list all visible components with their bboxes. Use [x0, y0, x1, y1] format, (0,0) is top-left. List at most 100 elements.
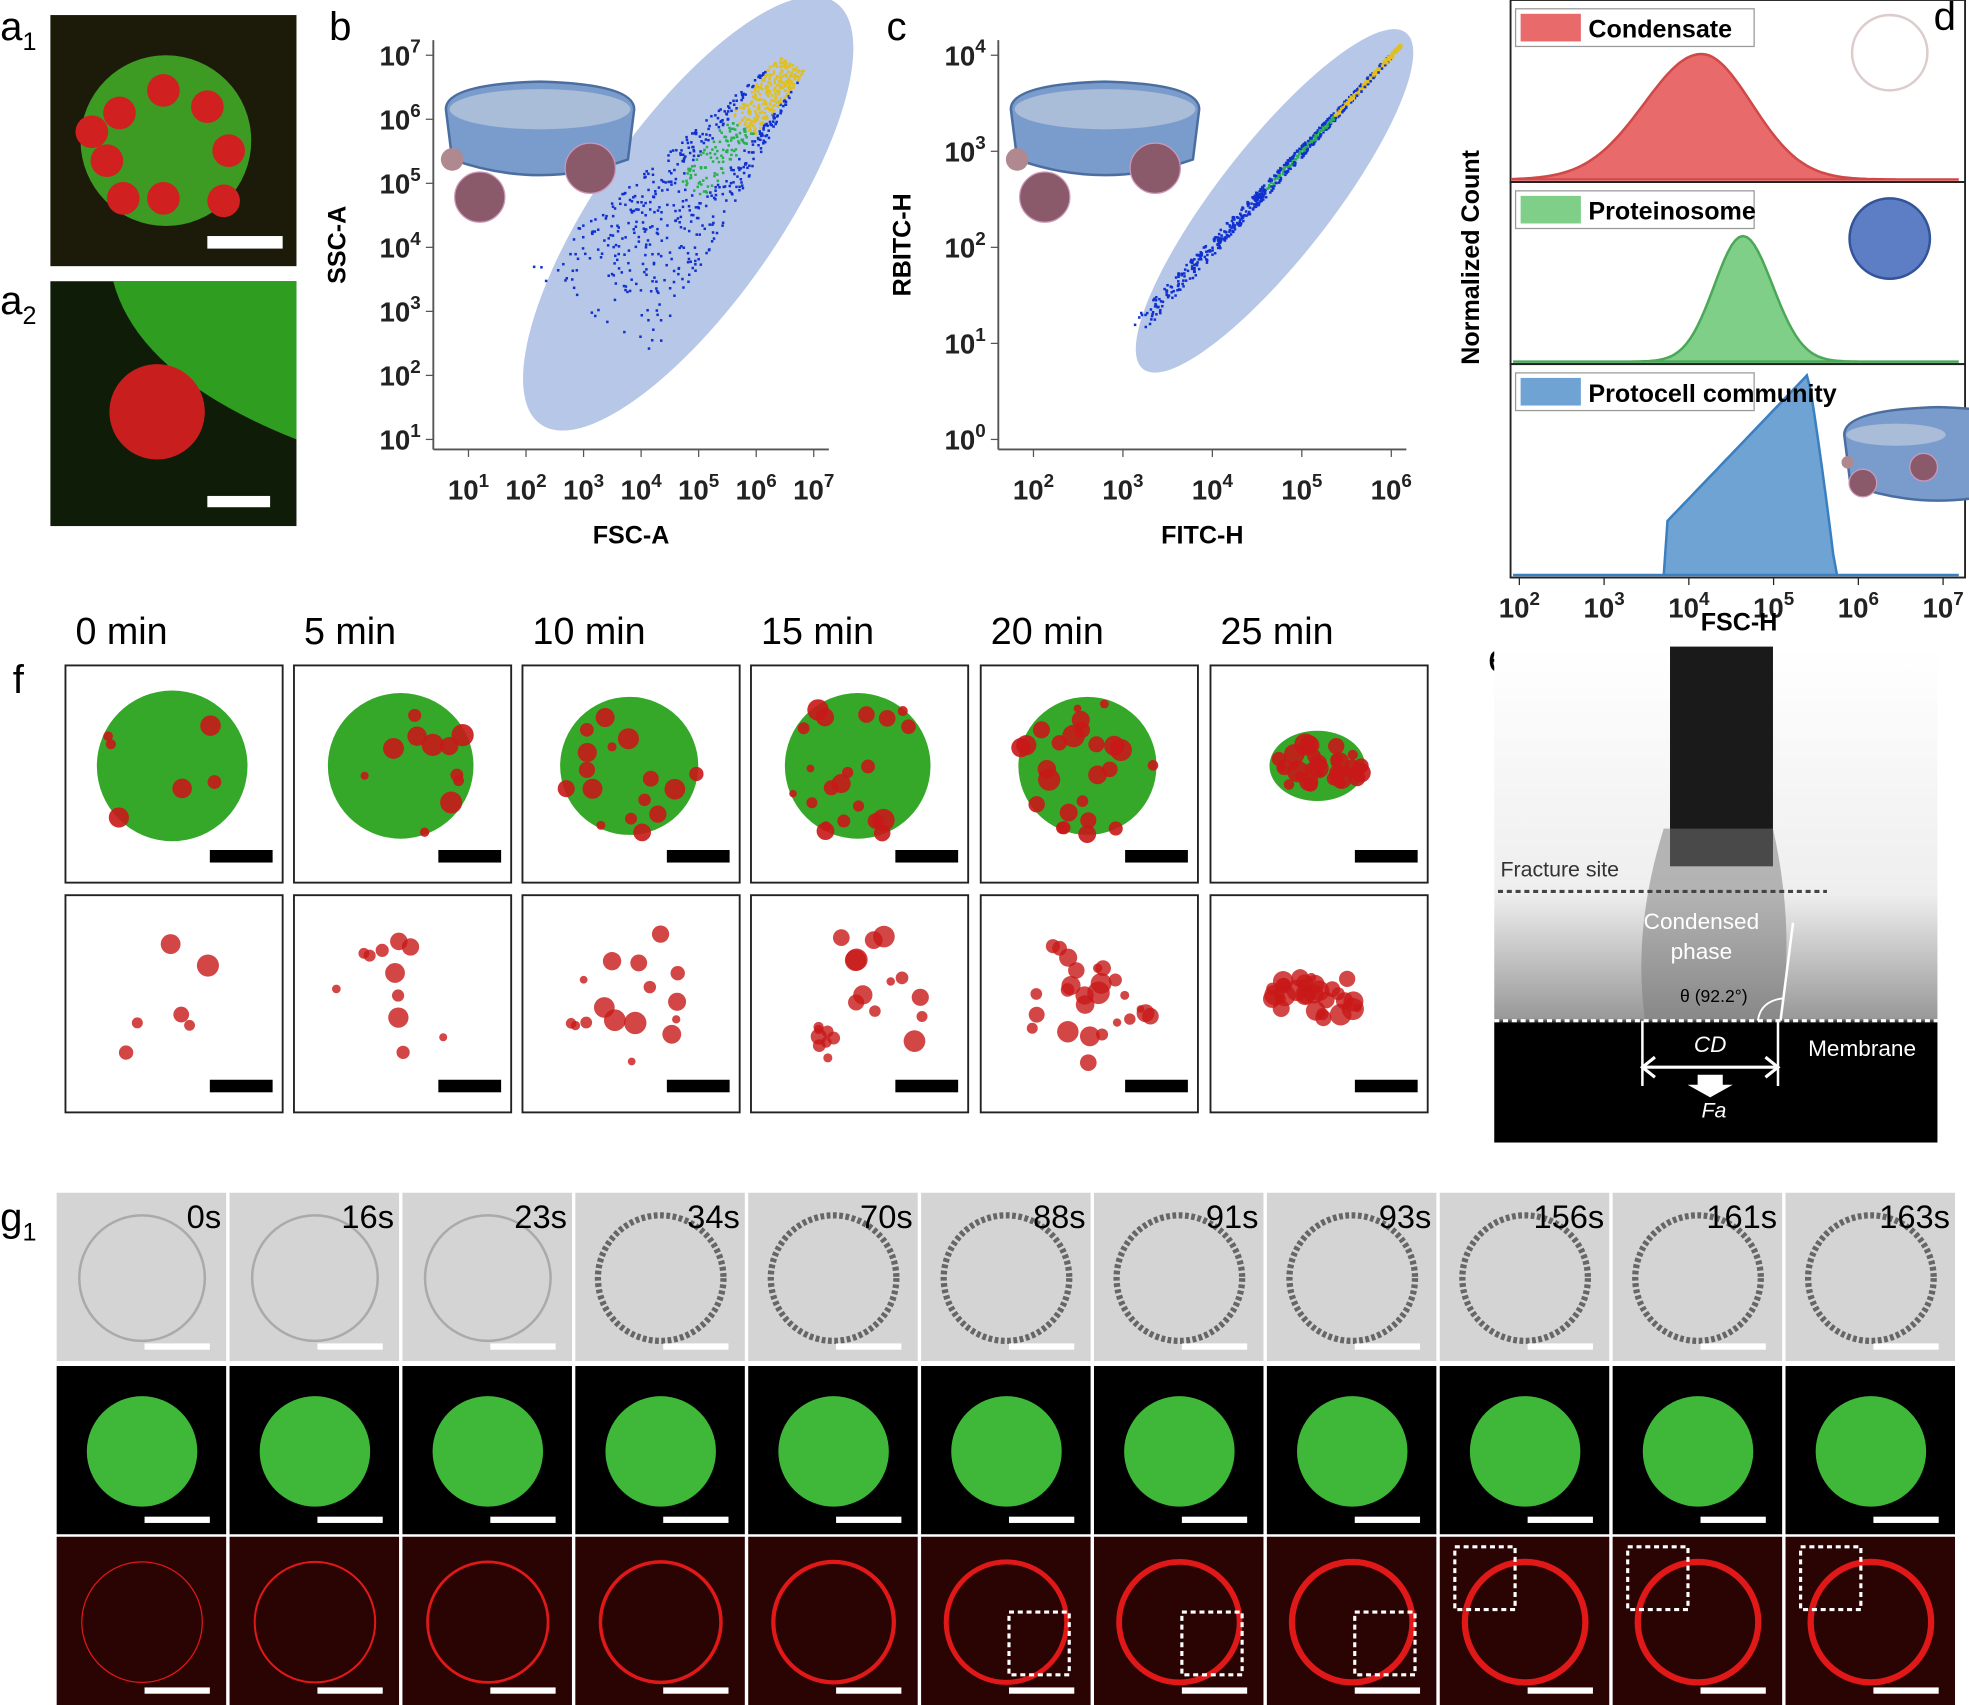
tick-exponent: 0 — [975, 420, 985, 441]
event — [1338, 114, 1341, 117]
event — [670, 257, 673, 261]
event — [660, 189, 664, 192]
event — [667, 180, 670, 184]
condensed-phase — [1641, 828, 1787, 1020]
scale-bar — [895, 849, 959, 863]
event — [616, 230, 620, 233]
event — [677, 267, 681, 270]
event — [680, 149, 683, 152]
red-condensate — [103, 731, 113, 741]
event — [741, 138, 744, 142]
event — [1268, 179, 1272, 183]
event — [656, 227, 659, 231]
event — [766, 89, 769, 92]
red-condensate — [895, 971, 909, 985]
event — [710, 184, 714, 187]
event — [763, 116, 766, 120]
event — [645, 169, 648, 173]
red-condensate — [1088, 736, 1105, 753]
event — [783, 82, 787, 85]
event — [698, 201, 701, 205]
event — [698, 233, 701, 236]
panel-letter: b — [329, 4, 351, 49]
tick-exponent: 6 — [1401, 470, 1411, 491]
red-condensate — [75, 115, 109, 149]
event — [692, 189, 696, 192]
event — [1268, 184, 1271, 187]
red-condensate — [668, 992, 687, 1011]
event — [765, 114, 768, 118]
event — [1226, 222, 1229, 225]
event — [1182, 285, 1185, 288]
event — [1398, 47, 1401, 51]
event — [767, 95, 770, 98]
event — [738, 106, 742, 109]
event — [623, 253, 626, 256]
red-condensate — [106, 182, 140, 215]
event — [714, 145, 717, 149]
event — [766, 93, 769, 97]
event — [714, 185, 717, 189]
panel-letter: a — [0, 278, 23, 323]
event — [1336, 115, 1340, 119]
event — [1149, 308, 1153, 311]
tick-base: 10 — [380, 104, 411, 135]
event — [1293, 160, 1296, 164]
event — [630, 278, 633, 281]
red-condensate — [643, 980, 657, 994]
event — [750, 151, 754, 154]
event — [689, 167, 692, 171]
event — [1267, 186, 1271, 189]
event — [735, 135, 739, 139]
event — [685, 135, 688, 139]
red-condensate — [1075, 995, 1095, 1014]
event — [1304, 141, 1307, 144]
red-condensate — [109, 364, 205, 460]
event — [705, 145, 709, 149]
event — [686, 141, 690, 145]
tick-base: 10 — [1583, 593, 1614, 624]
event — [1326, 117, 1329, 121]
panel-label: a2 — [0, 278, 36, 330]
legend-swatch — [1520, 377, 1581, 406]
event — [766, 116, 769, 120]
event — [747, 111, 751, 115]
event — [1315, 135, 1319, 138]
event — [790, 71, 794, 74]
zoom-box — [1180, 1610, 1244, 1677]
event — [1197, 267, 1201, 271]
event — [766, 86, 770, 89]
event — [1302, 144, 1306, 147]
panel-label: b — [329, 4, 351, 49]
event — [1257, 203, 1260, 207]
event — [729, 127, 732, 131]
event — [740, 93, 744, 96]
inset-proteinosome — [1848, 197, 1932, 280]
event — [1258, 194, 1261, 197]
event — [748, 123, 751, 126]
scale-bar — [317, 1687, 383, 1694]
force-arrow — [1687, 1074, 1733, 1098]
tick-label: 106 — [1371, 470, 1412, 506]
event — [763, 111, 767, 115]
event — [674, 219, 677, 223]
green-droplet — [432, 1396, 544, 1507]
event — [1193, 263, 1196, 267]
event — [1271, 187, 1275, 190]
event — [708, 134, 712, 137]
event — [732, 136, 736, 140]
event — [1293, 158, 1296, 161]
event — [1248, 206, 1252, 209]
red-condensate — [451, 723, 474, 747]
red-condensate — [841, 766, 854, 779]
tick-exponent: 5 — [1784, 588, 1794, 609]
event — [1313, 138, 1317, 142]
red-condensate — [184, 1019, 195, 1031]
event — [1261, 190, 1264, 193]
event — [1228, 230, 1231, 233]
event — [641, 195, 644, 198]
event — [610, 272, 614, 276]
label: 88s — [1033, 1198, 1086, 1235]
tick-exponent: 3 — [410, 292, 420, 313]
event — [1319, 133, 1323, 136]
